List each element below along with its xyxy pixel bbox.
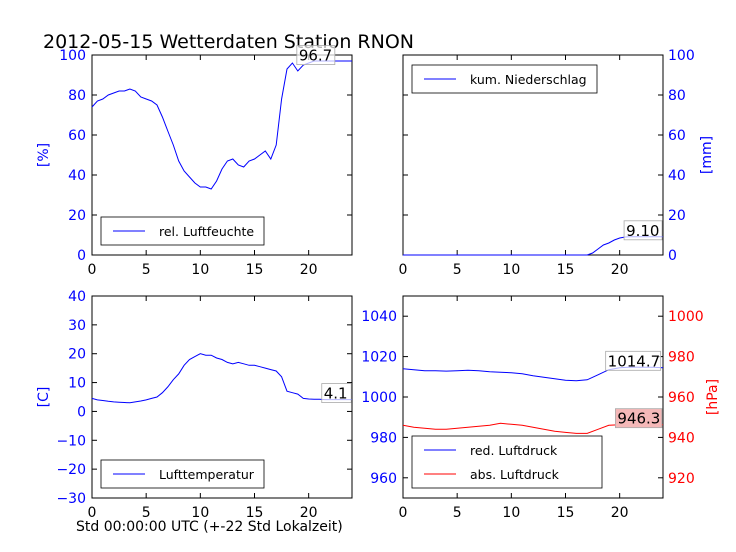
x-tick-label: 0 <box>88 505 97 521</box>
x-tick-label: 0 <box>399 505 408 521</box>
y-tick-label: 1000 <box>361 390 397 406</box>
x-tick-label: 20 <box>611 505 629 521</box>
x-tick-label: 5 <box>142 262 151 278</box>
y-tick-label: 20 <box>668 208 686 224</box>
value-label-box <box>296 45 336 65</box>
y-tick-label: 0 <box>668 248 677 264</box>
series-line-0 <box>91 60 352 190</box>
x-tick-label: 5 <box>453 262 462 278</box>
y-tick-label: 100 <box>668 48 695 64</box>
x-tick-label: 15 <box>246 262 264 278</box>
x-tick-label: 5 <box>453 505 462 521</box>
x-tick-label: 20 <box>300 262 318 278</box>
y-tick-label: 40 <box>68 289 86 305</box>
x-tick-label: 10 <box>502 262 520 278</box>
y-tick-label: 960 <box>668 390 695 406</box>
y-tick-label: 1000 <box>668 309 704 325</box>
x-tick-label: 0 <box>399 262 408 278</box>
y-tick-label: 80 <box>668 88 686 104</box>
y-tick-label: 920 <box>668 471 695 487</box>
value-label: 9.10 <box>626 222 659 240</box>
y-tick-label: 40 <box>668 168 686 184</box>
y-tick-label: 0 <box>77 248 86 264</box>
legend-label-0: rel. Luftfeuchte <box>159 224 254 239</box>
x-tick-label: 10 <box>191 505 209 521</box>
y-axis-label: [%] <box>36 143 52 167</box>
x-tick-label: 10 <box>191 262 209 278</box>
x-tick-label: 15 <box>557 505 575 521</box>
y-axis-label-right: [hPa] <box>705 379 721 415</box>
y-tick-label: 980 <box>370 430 397 446</box>
y-tick-label: 10 <box>68 376 86 392</box>
y-tick-label: 1040 <box>361 309 397 325</box>
value-label-1: 946.3 <box>617 410 660 428</box>
x-tick-label: 5 <box>142 505 151 521</box>
x-tick-label: 20 <box>300 505 318 521</box>
y-tick-label: 20 <box>68 208 86 224</box>
y-tick-label: 20 <box>68 347 86 363</box>
legend-label-1: abs. Luftdruck <box>470 467 560 482</box>
temperature-panel-frame <box>91 295 353 499</box>
y-tick-label: −30 <box>56 491 86 507</box>
value-label-0: 1014.7 <box>608 352 661 370</box>
y-tick-label: 30 <box>68 318 86 334</box>
legend-label-0: kum. Niederschlag <box>470 72 587 87</box>
y-tick-label: 40 <box>68 168 86 184</box>
y-tick-label: 960 <box>370 471 397 487</box>
x-tick-label: 10 <box>502 505 520 521</box>
x-axis-label: Std 00:00:00 UTC (+-22 Std Lokalzeit) <box>76 519 343 535</box>
figure-title: 2012-05-15 Wetterdaten Station RNON <box>43 31 414 53</box>
y-tick-label: −10 <box>56 433 86 449</box>
y-tick-label: 0 <box>77 404 86 420</box>
y-tick-label: −20 <box>56 462 86 478</box>
y-axis-label: [C] <box>36 387 52 408</box>
value-label-box <box>623 220 663 241</box>
y-tick-label: 80 <box>68 88 86 104</box>
y-axis-label: [mm] <box>699 136 715 174</box>
humidity-panel-frame <box>91 54 353 256</box>
value-label-1-box <box>615 408 663 429</box>
x-tick-label: 15 <box>246 505 264 521</box>
x-tick-label: 15 <box>557 262 575 278</box>
y-tick-label: 980 <box>668 350 695 366</box>
value-label: 4.1 <box>324 385 348 403</box>
value-label-box <box>321 383 352 403</box>
y-tick-label: 60 <box>668 128 686 144</box>
legend-label-0: red. Luftdruck <box>470 443 558 458</box>
value-label: 96.7 <box>299 47 332 65</box>
y-tick-label: 1020 <box>361 350 397 366</box>
legend-box <box>411 435 603 489</box>
y-tick-label: 100 <box>59 48 86 64</box>
y-tick-label: 940 <box>668 430 695 446</box>
series-line-0 <box>91 353 352 404</box>
value-label-0-box <box>605 350 662 371</box>
x-tick-label: 0 <box>88 262 97 278</box>
legend-label-0: Lufttemperatur <box>159 467 255 482</box>
y-tick-label: 60 <box>68 128 86 144</box>
x-tick-label: 20 <box>611 262 629 278</box>
